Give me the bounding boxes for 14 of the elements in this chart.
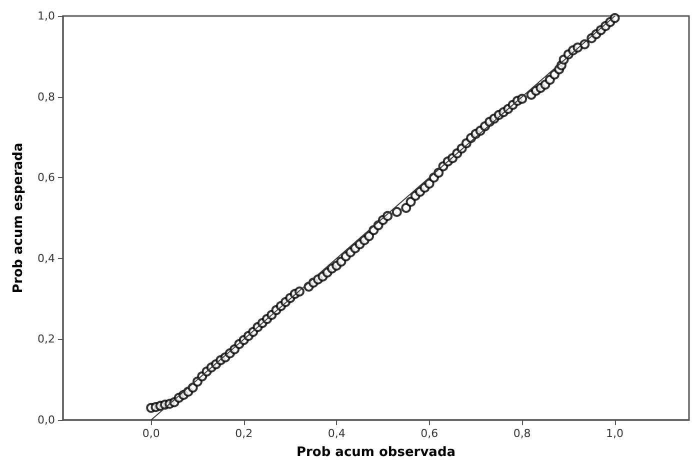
x-tick-label: 0,2 [235, 427, 253, 440]
x-tick-label: 1,0 [606, 427, 624, 440]
x-tick-label: 0,4 [328, 427, 346, 440]
y-tick-label: 0,6 [38, 171, 55, 184]
y-tick-label: 0,8 [38, 90, 55, 104]
y-tick-label: 1,0 [38, 10, 55, 22]
x-tick-label: 0,6 [420, 427, 438, 440]
y-tick-label: 0,0 [38, 414, 55, 426]
x-tick-label: 0,0 [142, 427, 160, 440]
y-tick-label: 0,2 [38, 332, 55, 346]
y-tick-label: 0,4 [38, 252, 55, 265]
x-tick-label: 0,8 [513, 427, 531, 440]
x-axis-title: Prob acum observada [296, 445, 456, 460]
y-axis-title: Prob acum esperada [11, 142, 26, 294]
